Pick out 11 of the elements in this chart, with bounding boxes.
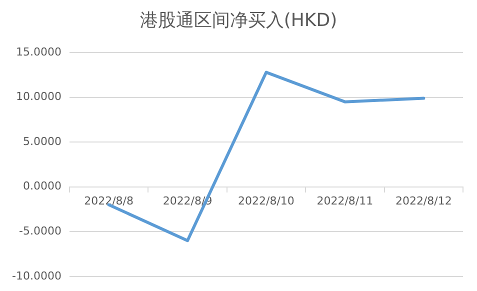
x-tick-label: 2022/8/12: [395, 194, 452, 208]
y-tick-label: 0.0000: [22, 180, 62, 193]
x-tick-label: 2022/8/11: [316, 194, 374, 208]
y-tick-label: 10.0000: [16, 90, 62, 104]
y-tick-label: 15.0000: [16, 45, 62, 58]
y-tick-label: -10.0000: [12, 269, 62, 282]
y-tick-label: -5.0000: [18, 224, 62, 238]
x-tick-label: 2022/8/8: [84, 194, 134, 208]
y-tick-label: 5.0000: [22, 134, 62, 148]
chart-title: 港股通区间净买入(HKD): [138, 9, 338, 33]
x-tick-label: 2022/8/10: [238, 194, 294, 208]
